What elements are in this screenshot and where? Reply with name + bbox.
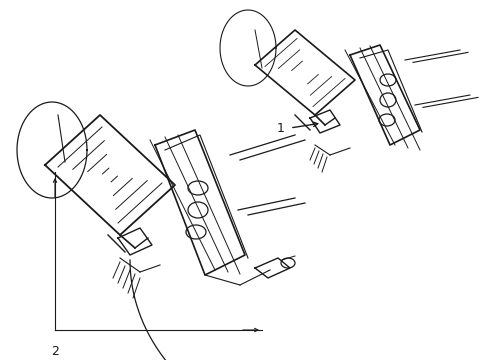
Text: 2: 2 (51, 345, 59, 358)
Text: 1: 1 (277, 122, 285, 135)
